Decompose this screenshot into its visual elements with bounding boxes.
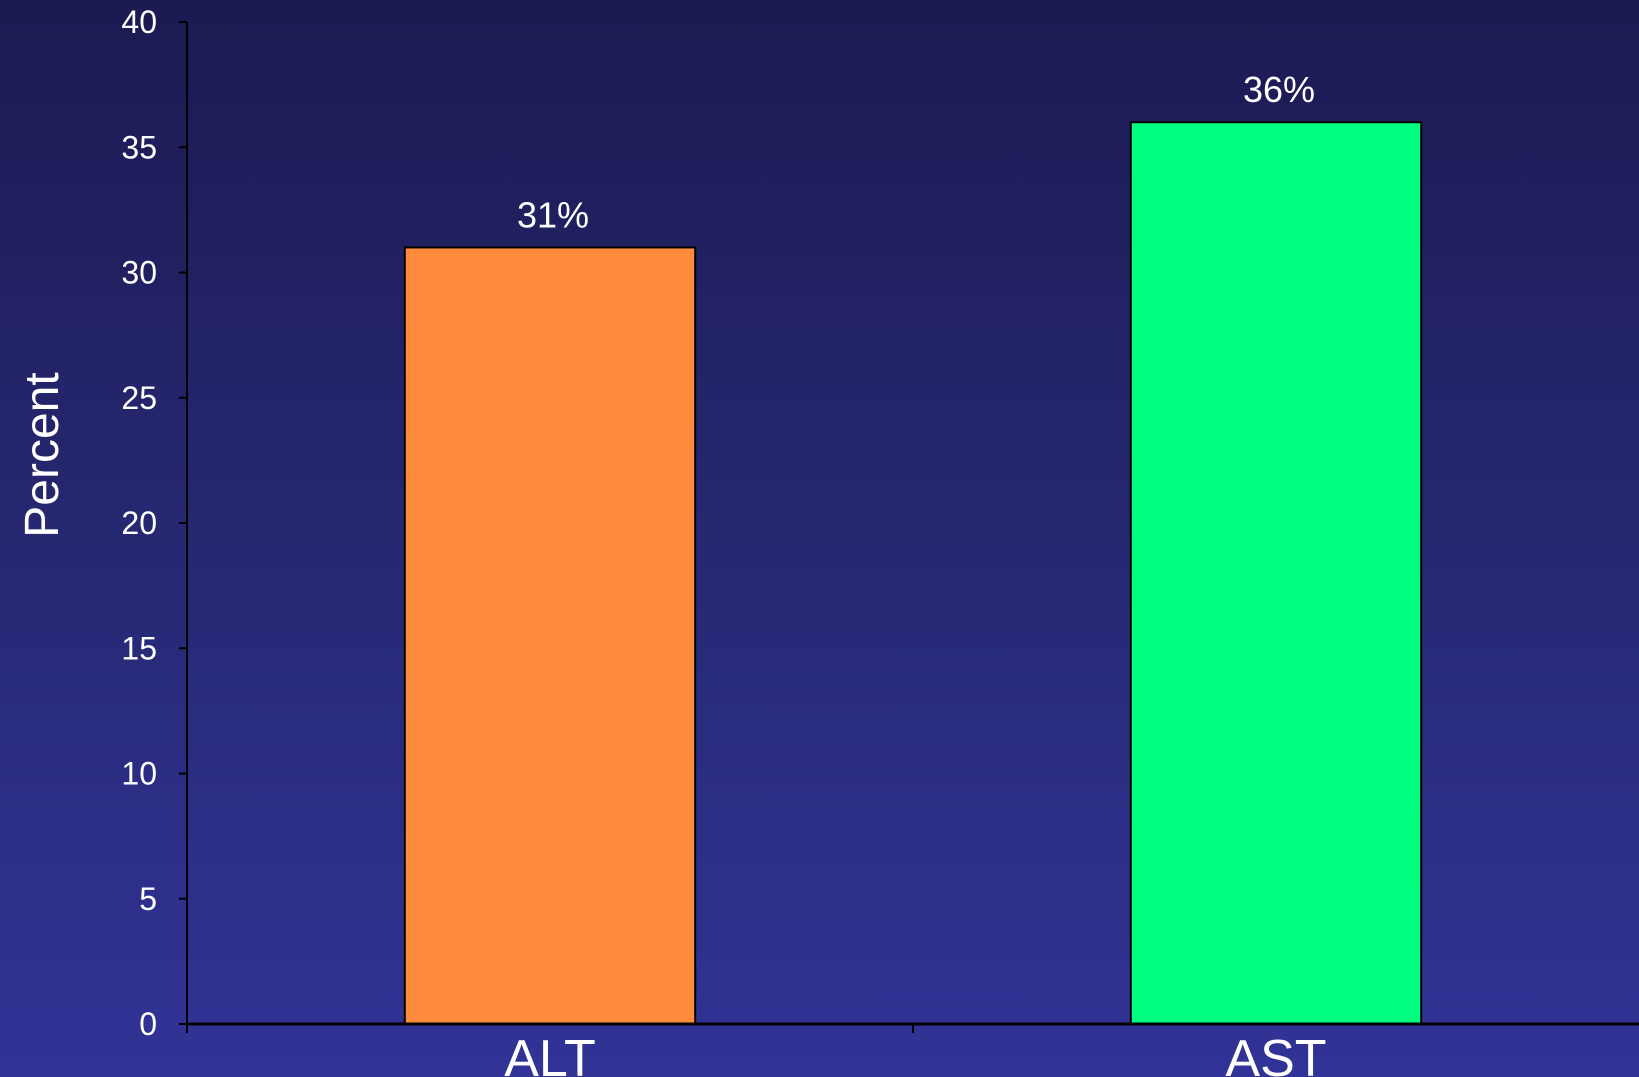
y-tick-label: 35: [121, 129, 157, 165]
y-tick-label: 0: [139, 1006, 157, 1042]
y-tick-label: 30: [121, 255, 157, 291]
x-category-label: AST: [1225, 1030, 1326, 1077]
bar-alt: [403, 246, 697, 1025]
y-axis-ticks: 0 5 10 15 20 25 30 35 40: [121, 4, 187, 1042]
y-axis-title: Percent: [16, 372, 69, 537]
x-category-label: ALT: [504, 1030, 596, 1077]
y-tick-label: 5: [139, 881, 157, 917]
y-tick-label: 15: [121, 630, 157, 666]
bar-value-label: 31%: [517, 194, 589, 235]
y-tick-label: 10: [121, 756, 157, 792]
y-tick-label: 25: [121, 380, 157, 416]
bar-ast: [1129, 121, 1423, 1025]
y-tick-label: 40: [121, 4, 157, 40]
bars-group: 31% ALT 36% AST: [403, 69, 1423, 1077]
bar-value-label: 36%: [1243, 69, 1315, 110]
y-tick-label: 20: [121, 505, 157, 541]
